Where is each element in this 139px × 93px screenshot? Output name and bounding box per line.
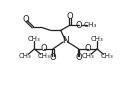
Text: O: O xyxy=(85,44,91,53)
Text: CH₃: CH₃ xyxy=(82,53,94,59)
Text: O: O xyxy=(23,15,29,24)
Text: O: O xyxy=(50,53,56,62)
Text: O: O xyxy=(75,21,82,29)
Text: CH₃: CH₃ xyxy=(84,22,97,28)
Text: CH₃: CH₃ xyxy=(91,36,104,42)
Text: N: N xyxy=(62,36,69,45)
Text: O: O xyxy=(67,12,73,21)
Text: CH₃: CH₃ xyxy=(28,36,41,42)
Text: O: O xyxy=(40,44,47,53)
Text: CH₃: CH₃ xyxy=(37,53,50,59)
Text: CH₃: CH₃ xyxy=(100,53,113,59)
Text: CH₃: CH₃ xyxy=(19,53,32,59)
Text: O: O xyxy=(75,53,82,62)
